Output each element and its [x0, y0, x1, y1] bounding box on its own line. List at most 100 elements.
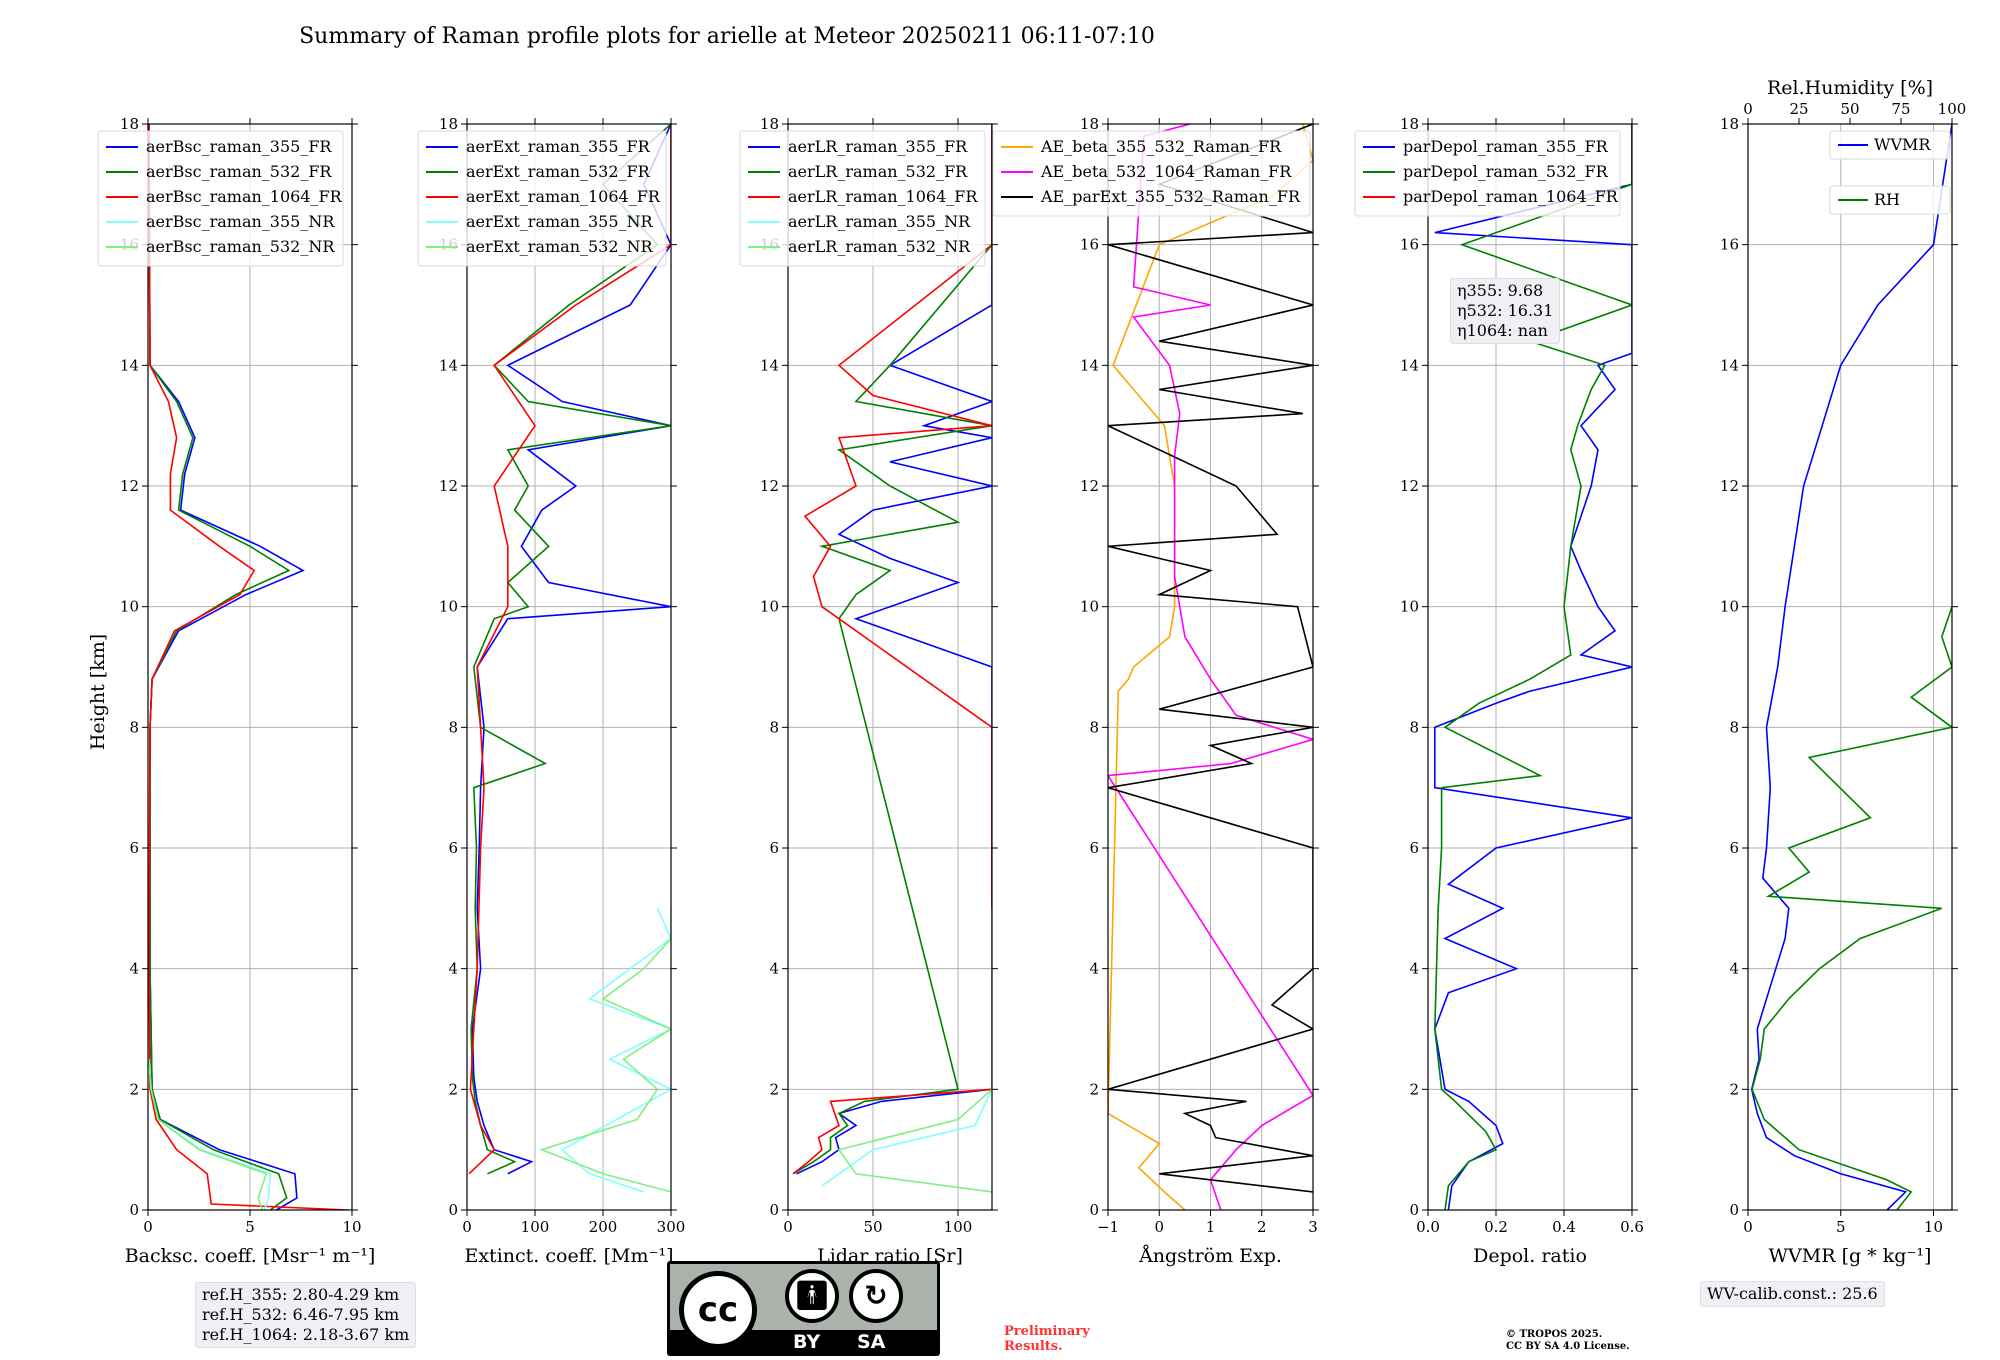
series-line-parDepol_raman_532_FR: [1433, 124, 1632, 1210]
x-tick-label: 0.4: [1552, 1218, 1576, 1236]
legend-box: [97, 130, 344, 267]
x2-axis-label: Rel.Humidity [%]: [1767, 77, 1933, 99]
x-axis-label: Extinct. coeff. [Mm⁻¹]: [464, 1245, 673, 1267]
x-tick-label: 10: [342, 1218, 361, 1236]
sa-label: SA: [857, 1331, 886, 1353]
legend-box: [417, 130, 667, 267]
y-tick-label: 8: [1089, 718, 1099, 736]
y-tick-label: 10: [760, 598, 779, 616]
x2-tick-label: 75: [1891, 100, 1910, 118]
x-tick-label: 100: [521, 1218, 550, 1236]
legend-box: [739, 130, 986, 267]
legend-label: AE_beta_532_1064_Raman_FR: [1040, 162, 1292, 181]
x-tick-label: 5: [245, 1218, 255, 1236]
y-tick-label: 12: [120, 477, 139, 495]
legend-box: [992, 130, 1311, 217]
copyright-note: © TROPOS 2025. CC BY SA 4.0 License.: [1506, 1329, 1630, 1353]
series-line-aerLR_raman_1064_FR: [792, 124, 992, 1175]
y-tick-label: 2: [1089, 1080, 1099, 1098]
y-tick-label: 2: [129, 1080, 139, 1098]
y-tick-label: 10: [1400, 598, 1419, 616]
x-tick-label: 0.6: [1620, 1218, 1644, 1236]
y-tick-label: 4: [448, 960, 458, 978]
x-axis-label: WVMR [g * kg⁻¹]: [1769, 1245, 1932, 1267]
series-line-aerLR_raman_532_FR: [792, 124, 992, 1175]
legend-label: aerBsc_raman_532_FR: [146, 162, 332, 181]
y-tick-label: 14: [760, 356, 779, 374]
y-tick-label: 6: [129, 839, 139, 857]
y-tick-label: 8: [129, 718, 139, 736]
y-axis-label: Height [km]: [87, 634, 109, 750]
panel-1: 0246810121416180510Backsc. coeff. [Msr⁻¹…: [97, 115, 375, 1267]
series-group: [1433, 124, 1632, 1210]
x-tick-label: 0: [143, 1218, 153, 1236]
x-tick-label: 300: [657, 1218, 686, 1236]
x-tick-label: 2: [1257, 1218, 1267, 1236]
panel-3: 024681012141618050100Lidar ratio [Sr]aer…: [739, 115, 998, 1267]
panel-2: 0246810121416180100200300Extinct. coeff.…: [417, 115, 686, 1267]
eta-line: η1064: nan: [1457, 321, 1548, 340]
legend-label: aerLR_raman_355_FR: [788, 137, 968, 156]
y-tick-label: 6: [1729, 839, 1739, 857]
y-tick-label: 4: [1409, 960, 1419, 978]
copyright-line: © TROPOS 2025.: [1506, 1329, 1603, 1340]
legend-label: aerLR_raman_532_NR: [788, 237, 971, 256]
series-line-aerBsc_raman_532_NR: [148, 1059, 268, 1210]
legend-label: AE_beta_355_532_Raman_FR: [1040, 137, 1282, 156]
preliminary-line: Results.: [1004, 1339, 1063, 1354]
copyright-line: CC BY SA 4.0 License.: [1506, 1341, 1630, 1352]
ref-line: ref.H_1064: 2.18-3.67 km: [202, 1325, 410, 1344]
legend-label: WVMR: [1874, 135, 1931, 154]
x-tick-label: 1: [1206, 1218, 1216, 1236]
series-line-AE_beta_532_1064_Raman_FR: [1108, 124, 1313, 1210]
x2-tick-label: 25: [1789, 100, 1808, 118]
y-tick-label: 4: [1089, 960, 1099, 978]
y-tick-label: 0: [1409, 1201, 1419, 1219]
series-group: [1108, 124, 1313, 1210]
series-line-aerExt_raman_532_NR: [539, 908, 671, 1193]
cc-by-sa-logo: cc 🚹︎ ↻ BY SA: [667, 1261, 940, 1356]
legend-label: parDepol_raman_532_FR: [1403, 162, 1609, 181]
y-tick-label: 16: [1080, 236, 1099, 254]
preliminary-line: Preliminary: [1004, 1324, 1090, 1339]
x-tick-label: 100: [944, 1218, 973, 1236]
legend-label: RH: [1874, 190, 1900, 209]
series-line-AE_beta_355_532_Raman_FR: [1108, 124, 1313, 1210]
legend-label: aerBsc_raman_532_NR: [146, 237, 335, 256]
series-line-aerBsc_raman_355_FR: [148, 124, 305, 1210]
series-group: [148, 124, 348, 1210]
legend-label: aerLR_raman_1064_FR: [788, 187, 978, 206]
reference-height-box: ref.H_355: 2.80-4.29 km ref.H_532: 6.46-…: [195, 1282, 417, 1348]
ref-line: ref.H_532: 6.46-7.95 km: [202, 1305, 400, 1324]
y-tick-label: 0: [769, 1201, 779, 1219]
eta-box: η355: 9.68 η532: 16.31 η1064: nan: [1450, 278, 1561, 344]
y-tick-label: 14: [439, 356, 458, 374]
y-tick-label: 18: [760, 115, 779, 133]
figure-title: Summary of Raman profile plots for ariel…: [299, 24, 1155, 49]
legend-label: aerExt_raman_355_NR: [466, 212, 654, 231]
x-tick-label: 0: [783, 1218, 793, 1236]
y-tick-label: 0: [448, 1201, 458, 1219]
x-tick-label: 0.2: [1484, 1218, 1508, 1236]
legend-label: aerExt_raman_1064_FR: [466, 187, 661, 206]
series-line-aerLR_raman_355_NR: [821, 908, 992, 1187]
y-tick-label: 4: [1729, 960, 1739, 978]
y-tick-label: 0: [1089, 1201, 1099, 1219]
y-tick-label: 10: [1080, 598, 1099, 616]
y-tick-label: 12: [760, 477, 779, 495]
legend-box: [1354, 130, 1621, 217]
by-label: BY: [793, 1331, 821, 1353]
x-tick-label: 10: [1924, 1218, 1943, 1236]
legend-label: parDepol_raman_1064_FR: [1403, 187, 1619, 206]
y-tick-label: 10: [439, 598, 458, 616]
legend-label: aerExt_raman_532_NR: [466, 237, 654, 256]
y-tick-label: 2: [769, 1080, 779, 1098]
y-tick-label: 12: [439, 477, 458, 495]
y-tick-label: 6: [448, 839, 458, 857]
y-tick-label: 14: [120, 356, 139, 374]
legend-label: aerBsc_raman_355_NR: [146, 212, 335, 231]
series-line-aerBsc_raman_1064_FR: [148, 124, 348, 1210]
y-tick-label: 0: [1729, 1201, 1739, 1219]
